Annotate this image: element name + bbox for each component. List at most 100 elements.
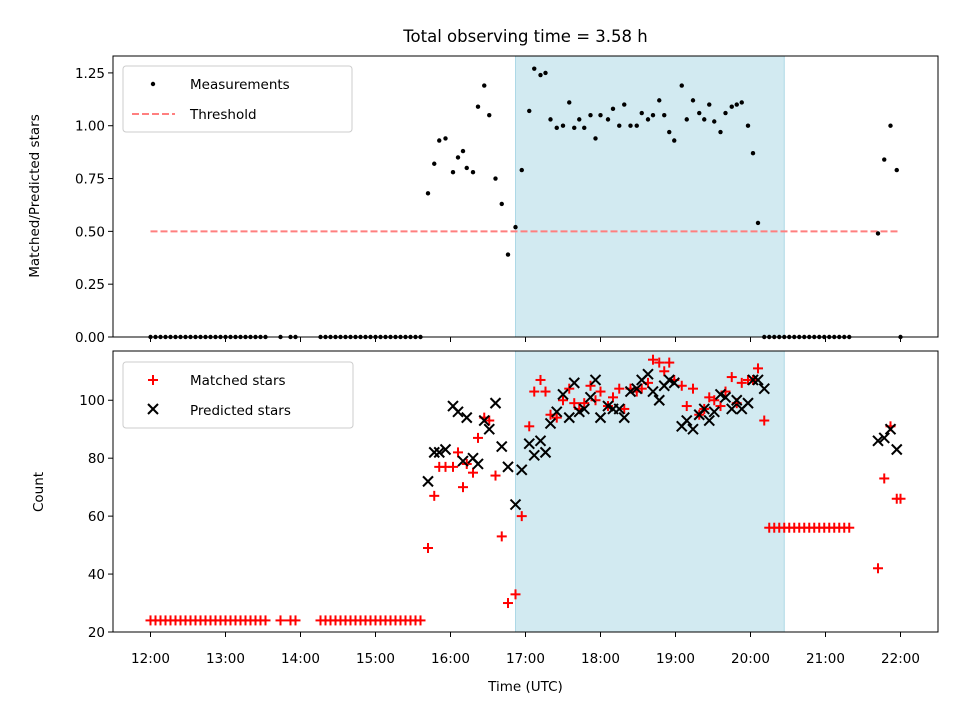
measurement-point	[690, 98, 696, 103]
matched-point	[659, 366, 670, 377]
bottom-y-tick-label: 20	[88, 625, 105, 641]
matched-stars-points	[145, 354, 906, 626]
predicted-point	[726, 403, 738, 415]
measurement-point	[513, 224, 518, 230]
measurement-point	[582, 125, 587, 131]
predicted-point	[478, 414, 490, 427]
measurement-point	[560, 123, 566, 128]
measurement-point	[499, 201, 504, 207]
x-tick-label: 19:00	[656, 651, 695, 667]
measurement-point	[628, 123, 633, 128]
measurement-point	[470, 170, 476, 175]
bottom-y-tick-label: 80	[88, 451, 105, 467]
measurement-point	[543, 70, 548, 76]
predicted-point	[747, 374, 759, 386]
bottom-legend: Matched stars Predicted stars	[122, 361, 354, 429]
predicted-stars-points	[422, 368, 903, 511]
measurement-point	[622, 102, 627, 107]
matched-point	[423, 542, 433, 553]
measurement-point	[548, 117, 553, 122]
predicted-point	[557, 388, 569, 401]
predicted-point	[584, 391, 597, 404]
measurement-point	[432, 161, 437, 166]
predicted-point	[457, 455, 469, 467]
matched-point	[510, 589, 521, 600]
matched-point	[569, 398, 580, 409]
matched-point	[648, 354, 658, 365]
matched-point	[715, 401, 726, 412]
measurement-point	[443, 136, 448, 141]
measurement-point	[598, 112, 603, 118]
legend-threshold-label: Threshold	[189, 107, 257, 123]
bottom-y-axis-label: Count	[31, 472, 47, 512]
predicted-point	[461, 411, 473, 424]
predicted-point	[731, 394, 743, 406]
measurement-point	[588, 112, 593, 118]
predicted-point	[681, 414, 693, 427]
matched-point	[564, 383, 575, 394]
matched-point	[529, 386, 540, 397]
predicted-point	[516, 464, 528, 476]
matched-point	[585, 380, 596, 391]
predicted-point	[631, 382, 643, 395]
measurement-point	[875, 231, 881, 236]
predicted-point	[483, 423, 495, 435]
measurement-point	[723, 110, 728, 116]
measurement-point	[617, 123, 622, 128]
matched-point	[415, 615, 426, 626]
top-y-tick-label: 0.25	[75, 277, 105, 293]
x-tick-label: 12:00	[131, 651, 170, 667]
bottom-y-tick-label: 60	[88, 509, 105, 525]
measurement-point	[605, 117, 611, 122]
matched-point	[688, 383, 698, 394]
measurement-point	[554, 125, 559, 131]
predicted-point	[502, 461, 514, 473]
matched-point	[558, 395, 568, 406]
top-legend-box	[122, 65, 353, 133]
predicted-point	[439, 443, 452, 456]
measurement-point	[657, 98, 662, 103]
bottom-y-tick-label: 40	[88, 567, 105, 583]
top-x-ticks	[150, 337, 901, 342]
predicted-point	[642, 368, 654, 380]
matched-point	[654, 357, 665, 368]
top-y-ticks: 0.00 0.25 0.50 0.75 1.00 1.25	[75, 66, 113, 346]
predicted-point	[428, 446, 440, 459]
matched-point	[879, 473, 890, 484]
legend-matched-label: Matched stars	[190, 373, 286, 389]
predicted-point	[539, 446, 552, 459]
matched-point	[636, 383, 647, 394]
measurement-point	[464, 165, 469, 171]
matched-point	[608, 392, 618, 403]
predicted-point	[433, 446, 445, 459]
predicted-point	[687, 423, 699, 435]
measurement-point	[482, 83, 487, 88]
matched-point	[453, 447, 463, 458]
measurement-point	[493, 176, 498, 181]
measurement-point	[519, 167, 524, 173]
shaded-band	[515, 350, 785, 633]
matched-point	[290, 615, 301, 626]
matched-point	[579, 398, 590, 409]
matched-point	[484, 415, 495, 426]
measurement-point	[645, 117, 651, 122]
measurement-point	[475, 104, 481, 109]
predicted-point	[653, 394, 665, 406]
measurement-point	[567, 100, 572, 105]
predicted-point	[578, 403, 590, 415]
measurement-point	[755, 220, 761, 226]
predicted-point	[884, 423, 897, 435]
measurement-point	[739, 100, 744, 105]
legend-predicted-label: Predicted stars	[190, 403, 291, 419]
predicted-point	[708, 406, 720, 418]
measurement-point	[577, 117, 582, 122]
measurement-point	[734, 102, 739, 107]
x-tick-label: 20:00	[731, 651, 770, 667]
measurement-point	[672, 138, 677, 143]
matched-point	[468, 467, 478, 478]
measurement-point	[718, 129, 723, 135]
matched-point	[429, 490, 440, 501]
matched-point	[496, 531, 507, 542]
